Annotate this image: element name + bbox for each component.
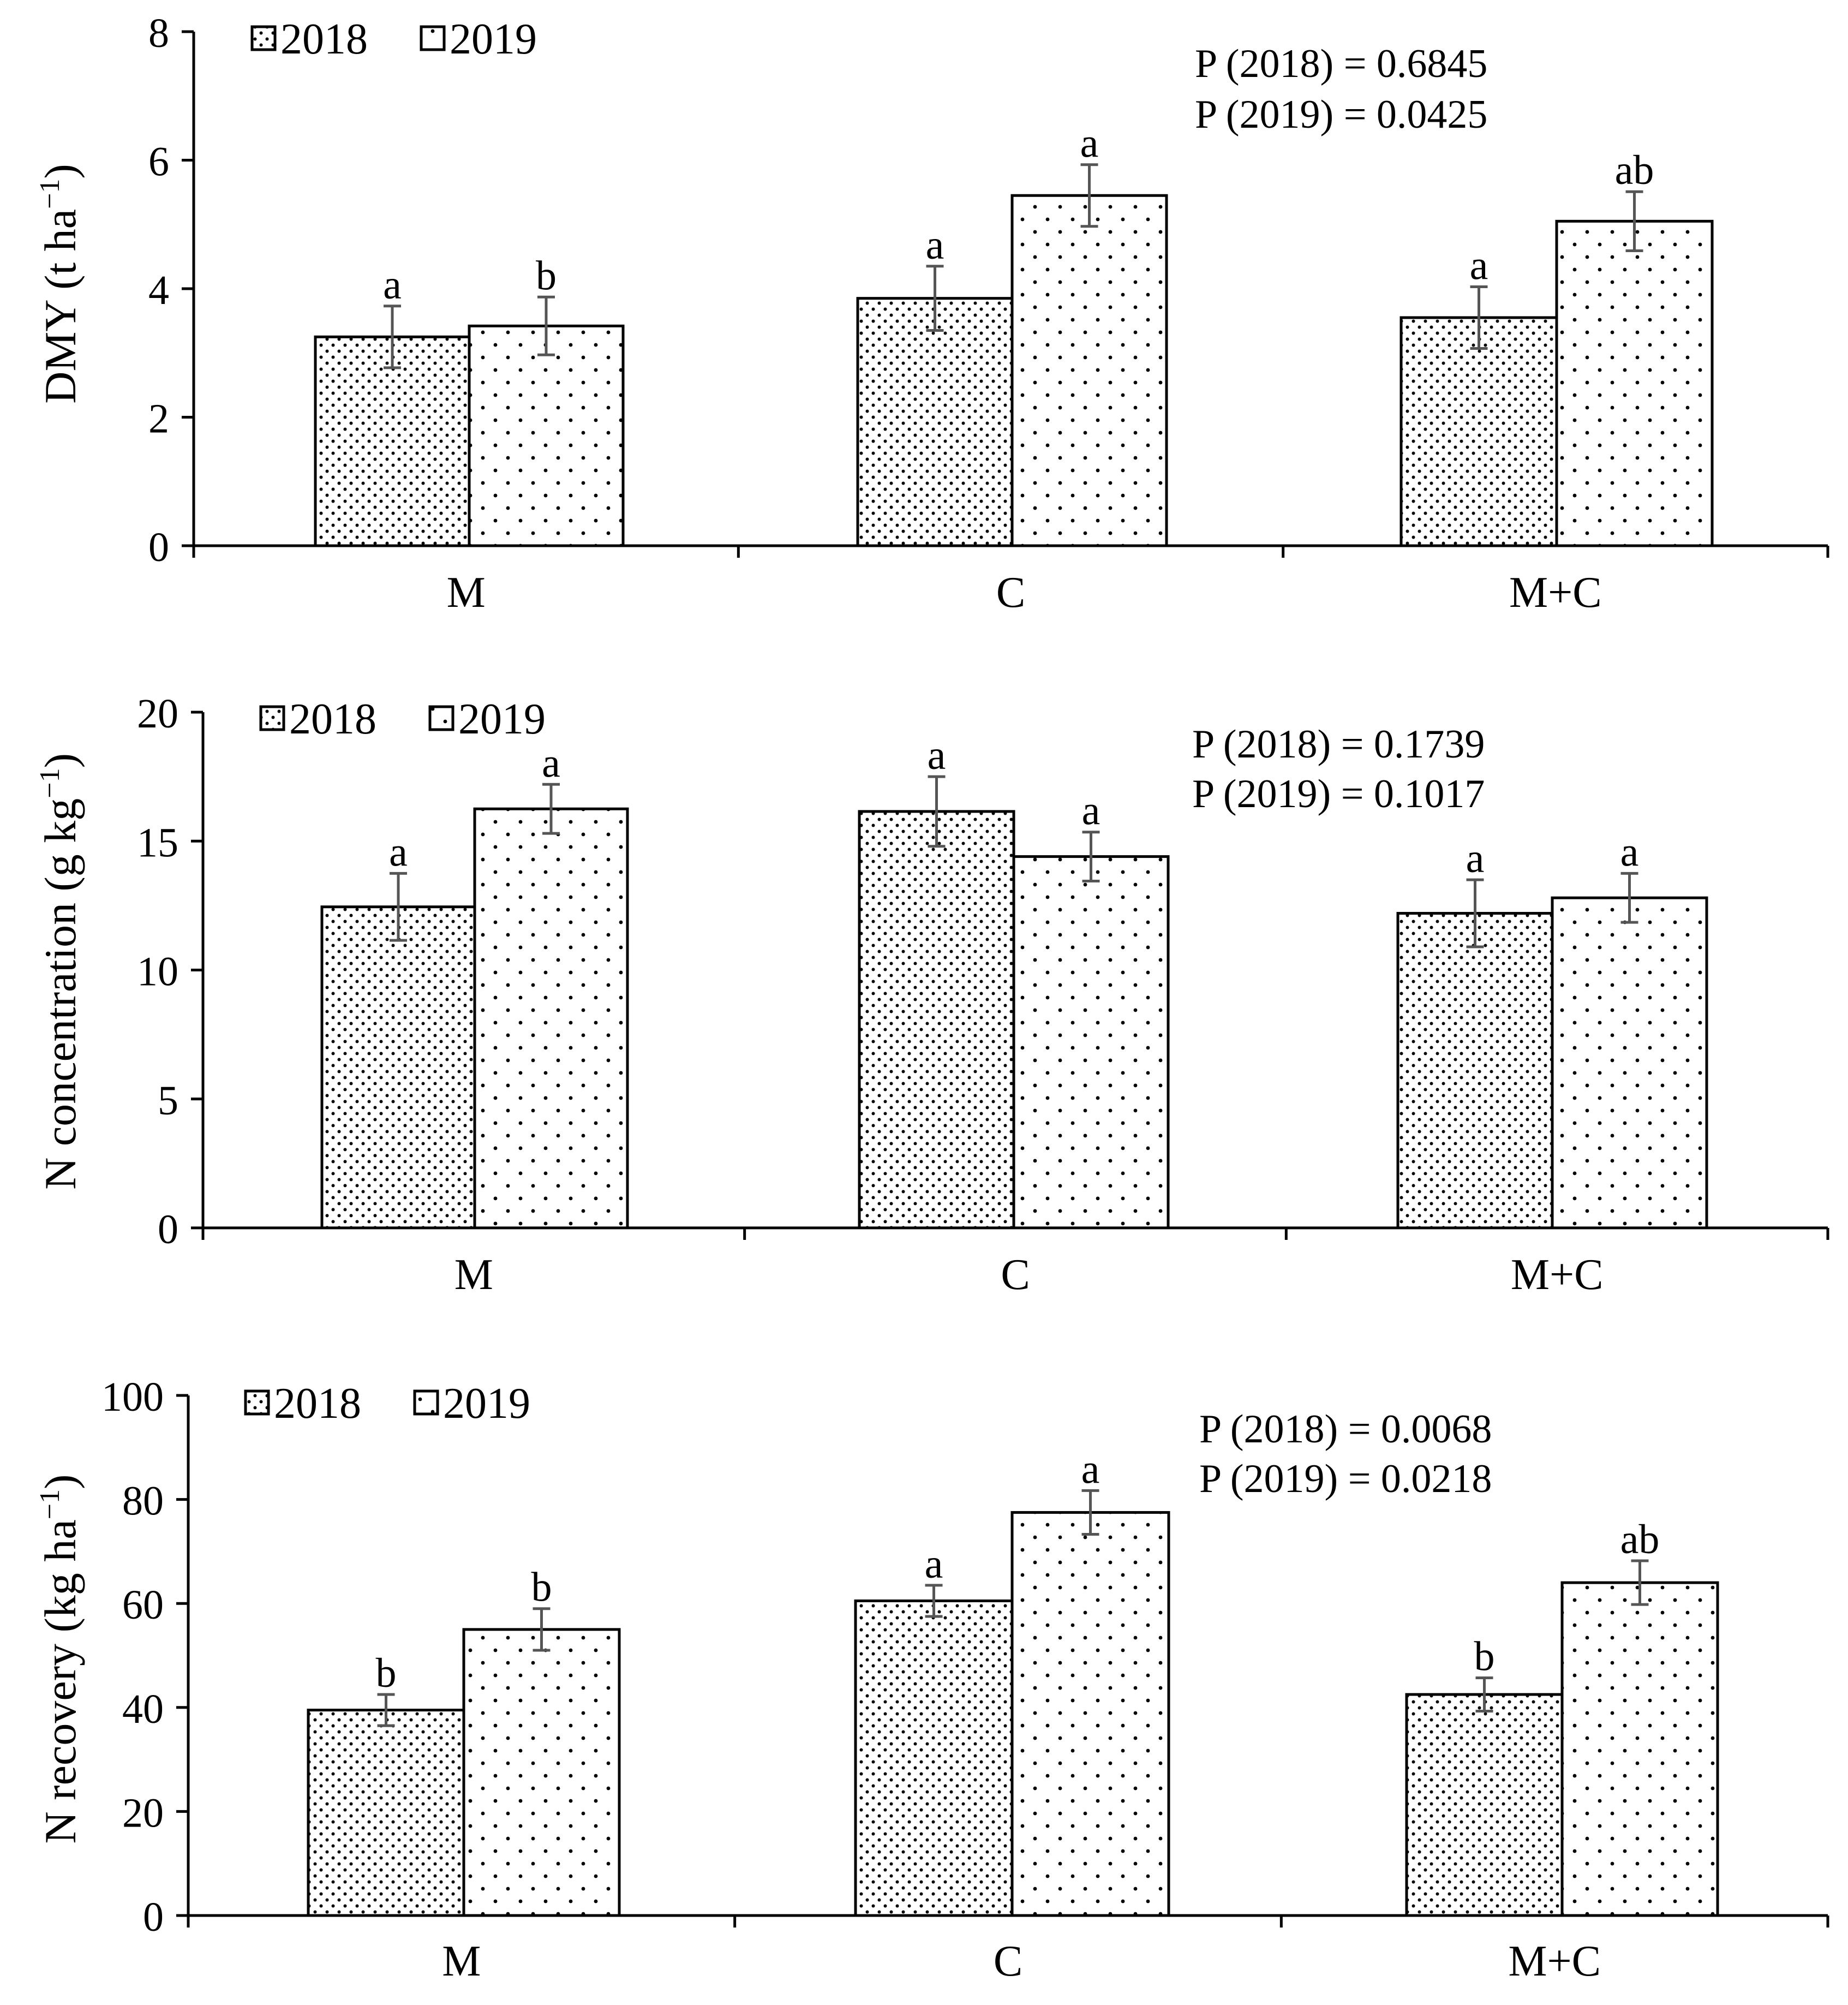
significance-letter: ab <box>1615 147 1654 193</box>
category-label: M+C <box>1509 569 1602 617</box>
legend-swatch-2019 <box>413 1389 439 1416</box>
legend-swatch-2018 <box>244 1389 270 1416</box>
y-axis-label-superscript: −1 <box>34 179 65 209</box>
legend-label-2018: 2018 <box>289 695 376 743</box>
y-tick-label: 0 <box>148 524 169 570</box>
y-axis-label-end: ) <box>35 1475 85 1489</box>
y-tick-label: 10 <box>137 949 178 995</box>
panel-n-concentration: 0 5 10 15 20 M C M+C a a a a a a 2018 2019 P (2018) = 0.… <box>34 691 1829 1299</box>
significance-letter: b <box>531 1565 552 1610</box>
significance-letter: a <box>926 222 944 268</box>
significance-letter: a <box>1620 829 1639 875</box>
bar-2018-M <box>307 1709 465 1917</box>
p-value-annotation: P (2018) = 0.6845 <box>1195 41 1487 86</box>
bar-2018-M+C <box>1405 1693 1564 1917</box>
p-value-annotation: P (2019) = 0.1017 <box>1192 772 1485 816</box>
significance-letter: a <box>1082 788 1101 834</box>
significance-letter: a <box>928 732 946 778</box>
significance-letter: a <box>389 829 408 875</box>
bar-2018-C <box>854 1599 1014 1917</box>
bar-2019-C <box>1010 1511 1170 1917</box>
legend-swatch-2018 <box>250 25 277 51</box>
y-tick-label: 5 <box>158 1078 178 1124</box>
significance-letter: a <box>1080 121 1099 166</box>
p-value-annotation: P (2019) = 0.0218 <box>1199 1457 1492 1501</box>
category-label: M <box>442 1937 481 1985</box>
bar-2019-C <box>1010 194 1168 547</box>
legend-swatch-2018 <box>259 705 285 731</box>
category-label: M+C <box>1508 1937 1601 1985</box>
y-tick-label: 80 <box>122 1478 164 1524</box>
p-value-annotation: P (2019) = 0.0425 <box>1195 92 1487 137</box>
y-axis-label: DMY (t ha−1) <box>34 164 85 403</box>
bar-2019-M <box>462 1628 621 1917</box>
bar-2019-M <box>468 324 625 547</box>
legend-label-2018: 2018 <box>280 15 368 63</box>
y-tick-label: 60 <box>122 1582 164 1628</box>
y-tick-label: 100 <box>101 1374 164 1420</box>
bar-2019-M+C <box>1555 219 1714 547</box>
y-axis-label-main: DMY (t ha <box>35 209 85 404</box>
y-axis-label: N concentration (g kg−1) <box>34 753 85 1190</box>
significance-letter: a <box>925 1541 943 1587</box>
category-label: C <box>994 1937 1022 1985</box>
significance-letter: a <box>542 740 560 786</box>
y-tick-label: 20 <box>137 691 178 737</box>
significance-letter: ab <box>1620 1517 1660 1562</box>
y-tick-label: 6 <box>148 139 169 185</box>
significance-letter: a <box>1470 242 1488 288</box>
legend-swatch-2019 <box>420 25 446 51</box>
bar-2018-M <box>314 335 471 547</box>
y-tick-label: 0 <box>158 1207 178 1252</box>
y-axis-label-superscript: −1 <box>34 1489 65 1519</box>
bar-2018-M+C <box>1396 912 1554 1230</box>
legend-label-2018: 2018 <box>274 1380 361 1428</box>
legend: 2018 2019 <box>259 695 546 743</box>
y-axis-label-end: ) <box>35 164 85 178</box>
legend-label-2019: 2019 <box>458 695 546 743</box>
category-label: M <box>447 569 486 617</box>
category-label: M <box>454 1251 493 1299</box>
bar-2018-M <box>320 905 476 1230</box>
y-tick-label: 2 <box>148 396 169 442</box>
significance-letter: a <box>1466 836 1485 881</box>
legend: 2018 2019 <box>244 1380 530 1428</box>
y-tick-label: 8 <box>148 10 169 56</box>
bar-2018-C <box>856 297 1014 547</box>
bar-2019-M <box>473 807 629 1230</box>
bar-2018-C <box>858 810 1015 1230</box>
significance-letter: a <box>1081 1446 1100 1492</box>
bar-2019-C <box>1012 855 1170 1230</box>
y-axis-label-superscript: −1 <box>34 768 65 798</box>
y-tick-label: 0 <box>143 1894 164 1940</box>
significance-letter: b <box>1474 1633 1495 1679</box>
category-label: C <box>996 569 1025 617</box>
significance-letter: a <box>383 262 402 308</box>
significance-letter: b <box>376 1650 397 1696</box>
category-label: M+C <box>1511 1251 1604 1299</box>
significance-letter: b <box>536 253 557 299</box>
legend: 2018 2019 <box>250 15 537 63</box>
p-value-annotation: P (2018) = 0.1739 <box>1192 722 1485 767</box>
y-tick-label: 15 <box>137 820 178 866</box>
bar-2018-M+C <box>1400 316 1558 547</box>
y-tick-label: 4 <box>148 267 169 313</box>
legend-swatch-2019 <box>428 705 454 731</box>
y-tick-label: 40 <box>122 1686 164 1732</box>
bar-2019-M+C <box>1560 1581 1719 1917</box>
y-axis-label-main: N recovery (kg ha <box>35 1519 85 1843</box>
legend-label-2019: 2019 <box>450 15 537 63</box>
y-axis-label-main: N concentration (g kg <box>35 798 85 1190</box>
y-tick-label: 20 <box>122 1790 164 1836</box>
y-axis-label: N recovery (kg ha−1) <box>34 1475 85 1844</box>
legend-label-2019: 2019 <box>443 1380 530 1428</box>
y-axis-label-end: ) <box>35 753 85 768</box>
bar-2019-M+C <box>1551 896 1708 1230</box>
p-value-annotation: P (2018) = 0.0068 <box>1199 1407 1492 1452</box>
category-label: C <box>1001 1251 1030 1299</box>
